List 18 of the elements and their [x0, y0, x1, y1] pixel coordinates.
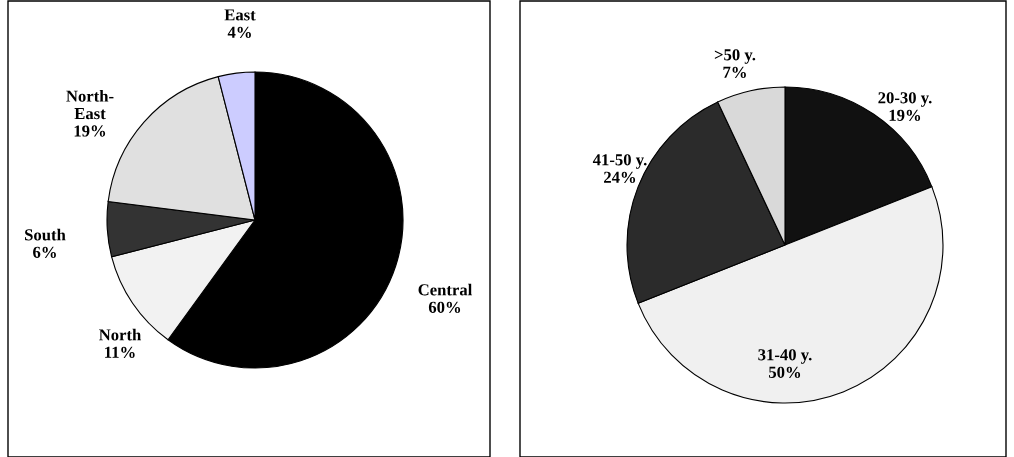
slice-label: >50 y.	[714, 49, 756, 64]
slice-label: 41-50 y.	[592, 154, 647, 169]
data-label: 50%	[769, 366, 801, 378]
slice-label: North- East	[66, 90, 114, 120]
data-label: 7%	[723, 66, 746, 78]
data-label: 19%	[74, 125, 106, 137]
slice-label: 20-30 y.	[878, 92, 932, 107]
data-label: 24%	[604, 171, 636, 183]
data-label: 11%	[105, 346, 135, 358]
data-label: 4%	[227, 26, 251, 38]
slice-label: 31-40 y.	[758, 349, 812, 364]
data-label: 60%	[428, 301, 461, 313]
slice-label: North	[99, 328, 142, 341]
slice-label: Central	[418, 283, 473, 296]
data-label: 19%	[889, 109, 921, 121]
slice-label: East	[224, 9, 256, 21]
slice-label: South	[25, 228, 66, 241]
data-label: 6%	[33, 246, 56, 258]
